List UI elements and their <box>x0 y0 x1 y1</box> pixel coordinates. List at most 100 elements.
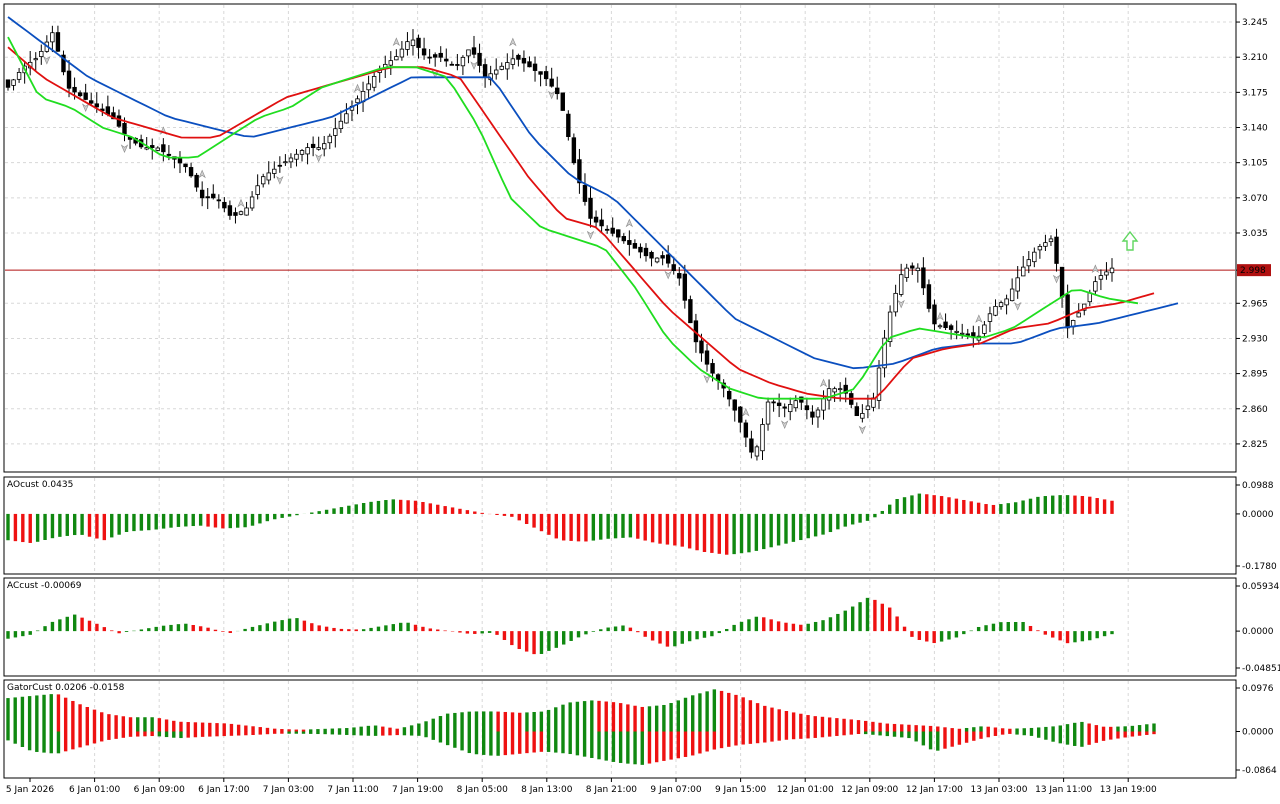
candle-body <box>860 413 865 419</box>
candle-body <box>915 267 921 272</box>
candle-body <box>471 47 477 55</box>
candle-body <box>932 304 937 325</box>
candle-body <box>1065 294 1070 329</box>
time-label: 12 Jan 17:00 <box>906 785 963 795</box>
candle-body <box>699 340 704 354</box>
candle-body <box>61 54 66 73</box>
candle-body <box>1098 275 1104 280</box>
candle-body <box>671 264 676 272</box>
candle-body <box>843 384 848 394</box>
candle-body <box>621 236 626 242</box>
candle-body <box>804 405 810 411</box>
indicator-tick-label: 0.0000 <box>1242 510 1274 520</box>
candle-body <box>788 404 793 413</box>
fractal-up-arrow <box>198 169 206 179</box>
candle-body <box>477 52 482 66</box>
candle-body <box>388 60 393 66</box>
candle-body <box>560 92 565 111</box>
candle-body <box>577 159 582 184</box>
alligator-teeth-line <box>7 46 1155 400</box>
candle-body <box>94 103 99 108</box>
indicator-tick-label: -0.0864 <box>1242 766 1277 776</box>
candle-body <box>438 52 443 58</box>
candle-body <box>593 216 599 223</box>
candle-body <box>732 399 737 411</box>
candle-body <box>394 56 399 61</box>
candle-body <box>754 446 760 457</box>
candle-body <box>1037 245 1043 251</box>
fractal-down-arrow <box>897 299 905 309</box>
fractal-down-arrow <box>276 176 284 185</box>
fractal-down-arrow <box>586 230 595 240</box>
candle-body <box>738 406 743 423</box>
time-label: 13 Jan 11:00 <box>1035 785 1092 795</box>
indicator-label: AOcust 0.0435 <box>7 480 73 490</box>
candle-body <box>1059 266 1065 298</box>
candle-body <box>510 58 516 65</box>
candle-body <box>710 363 715 374</box>
candle-body <box>194 174 199 188</box>
candle-body <box>1043 242 1048 247</box>
candle-body <box>11 79 16 86</box>
price-tick-label: 2.930 <box>1242 334 1268 344</box>
candle-body <box>77 92 83 97</box>
candle-body <box>643 247 649 257</box>
candle-body <box>1004 298 1009 306</box>
candle-body <box>449 63 455 66</box>
candle-body <box>205 196 210 199</box>
candle-body <box>427 56 432 59</box>
candle-body <box>982 324 987 334</box>
indicator-tick-label: -0.04851 <box>1242 664 1280 674</box>
candle-body <box>50 32 55 43</box>
candle-body <box>116 115 122 127</box>
candle-body <box>1026 259 1031 267</box>
candle-body <box>782 406 787 409</box>
candle-body <box>898 274 904 295</box>
candle-body <box>111 112 116 120</box>
candle-body <box>1082 303 1087 311</box>
candle-body <box>960 332 965 335</box>
candle-body <box>316 147 321 150</box>
candle-body <box>704 350 710 365</box>
candle-body <box>399 48 405 58</box>
price-tick-label: 3.140 <box>1242 124 1268 134</box>
candle-body <box>654 257 660 263</box>
candle-body <box>1093 281 1098 292</box>
time-label: 6 Jan 17:00 <box>198 785 250 795</box>
fractal-up-arrow <box>237 198 245 208</box>
candle-body <box>604 228 610 231</box>
fractal-down-arrow <box>120 144 129 153</box>
fractal-down-arrow <box>664 270 672 280</box>
candle-body <box>66 70 72 89</box>
candle-body <box>998 302 1004 308</box>
candle-body <box>887 311 893 343</box>
candle-body <box>233 212 238 216</box>
candle-body <box>948 325 954 330</box>
candle-body <box>1104 271 1109 276</box>
candle-body <box>294 153 299 160</box>
candle-body <box>566 113 571 137</box>
panel-frame-ao <box>3 476 1237 575</box>
candle-body <box>910 265 915 269</box>
candle-body <box>1021 266 1026 277</box>
candle-body <box>272 168 277 174</box>
fractal-up-arrow <box>742 407 750 417</box>
candle-body <box>305 147 310 155</box>
candle-body <box>1076 312 1081 318</box>
candle-body <box>826 388 832 401</box>
candle-body <box>893 292 898 313</box>
candle-body <box>416 37 421 48</box>
candle-body <box>150 145 155 148</box>
time-label: 8 Jan 21:00 <box>586 785 638 795</box>
indicator-tick-label: -0.1780 <box>1242 562 1277 572</box>
candle-body <box>344 113 349 124</box>
candle-body <box>1015 277 1020 292</box>
candle-body <box>277 164 283 167</box>
time-label: 7 Jan 11:00 <box>327 785 379 795</box>
candle-body <box>549 78 554 87</box>
candle-body <box>410 39 416 47</box>
candle-body <box>765 401 771 425</box>
candle-body <box>632 243 638 249</box>
